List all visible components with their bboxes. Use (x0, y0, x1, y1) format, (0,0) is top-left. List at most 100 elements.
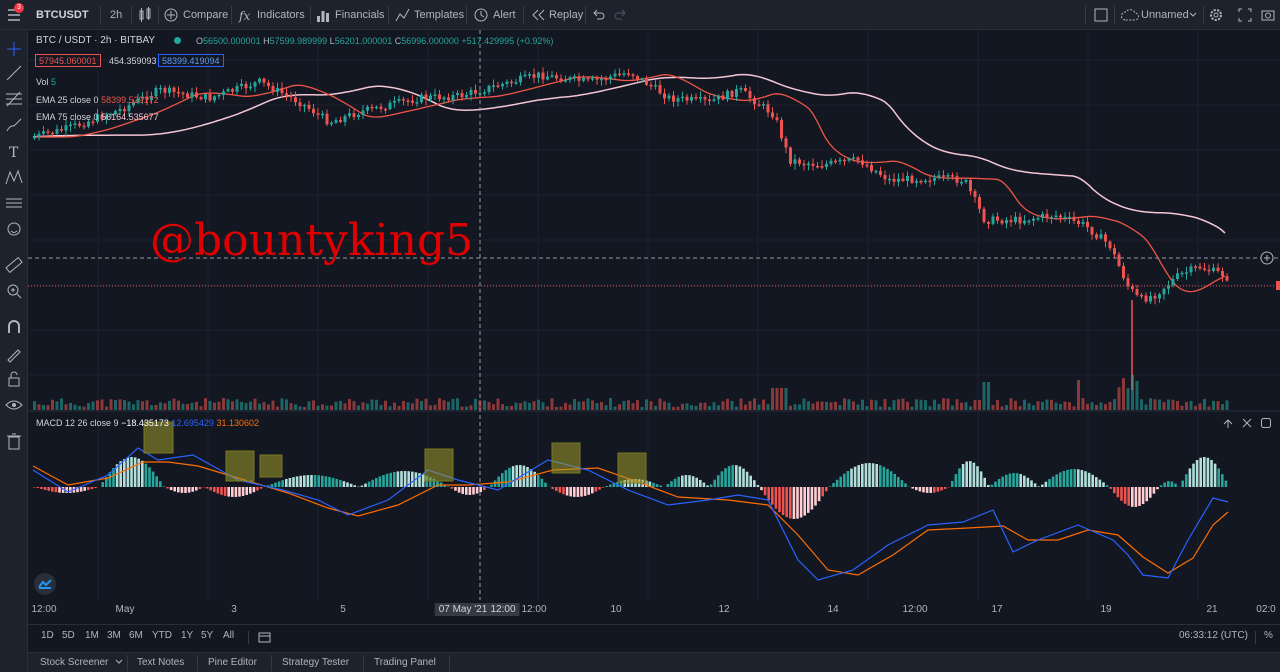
magnet-icon[interactable] (0, 316, 28, 338)
chevron-down-icon[interactable] (1188, 0, 1200, 30)
macd-histogram-bar (1127, 487, 1130, 506)
candle-body (330, 122, 333, 125)
volume-bar (1167, 399, 1170, 410)
pane-close-icon[interactable] (1240, 416, 1254, 430)
fib-retracement-icon[interactable] (0, 88, 28, 110)
ema75-legend[interactable]: EMA 75 close 0 56164.535677 (36, 112, 159, 122)
candle-body (249, 86, 252, 89)
add-price-alert-icon[interactable] (1260, 251, 1274, 265)
ema25-legend[interactable]: EMA 25 close 0 58399.529172 (36, 95, 159, 105)
zoom-in-icon[interactable] (0, 280, 28, 302)
clock-utc[interactable]: 06:33:12 (UTC) (1179, 630, 1248, 641)
macd-histogram-bar (65, 487, 68, 493)
tab-text-notes[interactable]: Text Notes (137, 657, 185, 668)
volume-bar (366, 403, 369, 410)
tab-stock-screener[interactable]: Stock Screener (40, 657, 109, 668)
volume-legend[interactable]: Vol 5 (36, 77, 56, 87)
percent-scale-toggle[interactable]: % (1264, 630, 1273, 641)
candles-style-icon[interactable] (138, 0, 154, 30)
macd-histogram-bar (1116, 487, 1120, 498)
emoji-icon[interactable] (0, 218, 28, 240)
time-axis[interactable]: 12:00 May 3 5 07 May '21 12:00 12:00 10 … (28, 600, 1280, 622)
volume-bar (145, 400, 149, 410)
symbol-legend[interactable]: BTC / USDT · 2h · BITBAY (36, 35, 181, 46)
fullscreen-icon[interactable] (1237, 0, 1253, 30)
candle-body (568, 77, 572, 81)
snapshot-camera-icon[interactable] (1260, 0, 1276, 30)
volume-bar (928, 406, 932, 410)
tab-pine-editor[interactable]: Pine Editor (208, 657, 257, 668)
range-all[interactable]: All (223, 630, 235, 641)
volume-bar (42, 404, 45, 410)
volume-bar (636, 400, 639, 410)
goto-date-icon[interactable] (257, 629, 273, 645)
macd-histogram-bar (886, 468, 889, 487)
pane-move-up-icon[interactable] (1221, 416, 1235, 430)
prediction-icon[interactable] (0, 192, 28, 214)
macd-legend[interactable]: MACD 12 26 close 9 −18.435173 12.695429 … (36, 418, 259, 428)
alert-button[interactable]: Alert (493, 9, 516, 21)
trend-line-icon[interactable] (0, 62, 28, 84)
templates-icon[interactable] (395, 0, 411, 30)
compare-icon[interactable] (164, 0, 180, 30)
highlight-box (424, 448, 454, 482)
macd-histogram-bar (745, 471, 749, 487)
range-5d[interactable]: 5D (62, 630, 75, 641)
interval-button[interactable]: 2h (110, 9, 123, 21)
range-1y[interactable]: 1Y (181, 630, 194, 641)
range-1m[interactable]: 1M (85, 630, 99, 641)
macd-histogram-bar (717, 475, 720, 487)
ask-price[interactable]: 58399.419094 (158, 54, 224, 67)
tab-trading-panel[interactable]: Trading Panel (374, 657, 436, 668)
templates-button[interactable]: Templates (414, 9, 465, 21)
bid-price[interactable]: 57945.060001 (35, 54, 101, 67)
volume-bar (960, 402, 963, 410)
range-6m[interactable]: 6M (129, 630, 143, 641)
chevron-down-icon[interactable] (115, 657, 123, 670)
macd-histogram-bar (299, 475, 302, 487)
compare-button[interactable]: Compare (183, 9, 229, 21)
candle-body (105, 115, 108, 120)
range-ytd[interactable]: YTD (152, 630, 172, 641)
alert-clock-icon[interactable] (473, 0, 489, 30)
redo-icon[interactable] (613, 0, 629, 30)
range-5y[interactable]: 5Y (201, 630, 214, 641)
volume-bar (289, 403, 293, 410)
brush-icon[interactable] (0, 114, 28, 136)
crosshair-icon[interactable] (0, 38, 28, 60)
stay-drawing-icon[interactable] (0, 342, 28, 364)
candle-body (559, 78, 563, 82)
lock-icon[interactable] (0, 368, 28, 390)
settings-gear-icon[interactable] (1208, 0, 1224, 30)
macd-histogram-bar (1044, 481, 1048, 487)
chart-area[interactable] (28, 30, 1280, 610)
volume-bar (78, 405, 81, 410)
range-1d[interactable]: 1D (41, 630, 54, 641)
layout-name[interactable]: Unnamed (1141, 9, 1189, 21)
trash-icon[interactable] (0, 430, 28, 452)
layout-select-icon[interactable] (1093, 0, 1109, 30)
tradingview-logo-icon[interactable] (34, 573, 56, 595)
volume-bar (852, 401, 855, 410)
replay-icon[interactable] (530, 0, 546, 30)
tab-strategy-tester[interactable]: Strategy Tester (282, 657, 350, 668)
volume-bar (726, 398, 729, 410)
financials-icon[interactable] (316, 0, 332, 30)
indicators-icon[interactable]: fx (238, 0, 254, 30)
chart-canvas[interactable] (28, 30, 1280, 610)
range-3m[interactable]: 3M (107, 630, 121, 641)
text-tool-icon[interactable]: T (0, 140, 28, 162)
candle-body (154, 87, 158, 96)
candle-body (766, 104, 770, 113)
replay-button[interactable]: Replay (549, 9, 584, 21)
symbol-search[interactable]: BTCUSDT (36, 9, 89, 21)
indicators-button[interactable]: Indicators (257, 9, 305, 21)
macd-histogram-bar (900, 480, 904, 487)
volume-bar (807, 401, 810, 410)
undo-icon[interactable] (592, 0, 608, 30)
pattern-icon[interactable] (0, 166, 28, 188)
ruler-icon[interactable] (0, 254, 28, 276)
pane-maximize-icon[interactable] (1259, 416, 1273, 430)
eye-icon[interactable] (0, 394, 28, 416)
financials-button[interactable]: Financials (335, 9, 385, 21)
